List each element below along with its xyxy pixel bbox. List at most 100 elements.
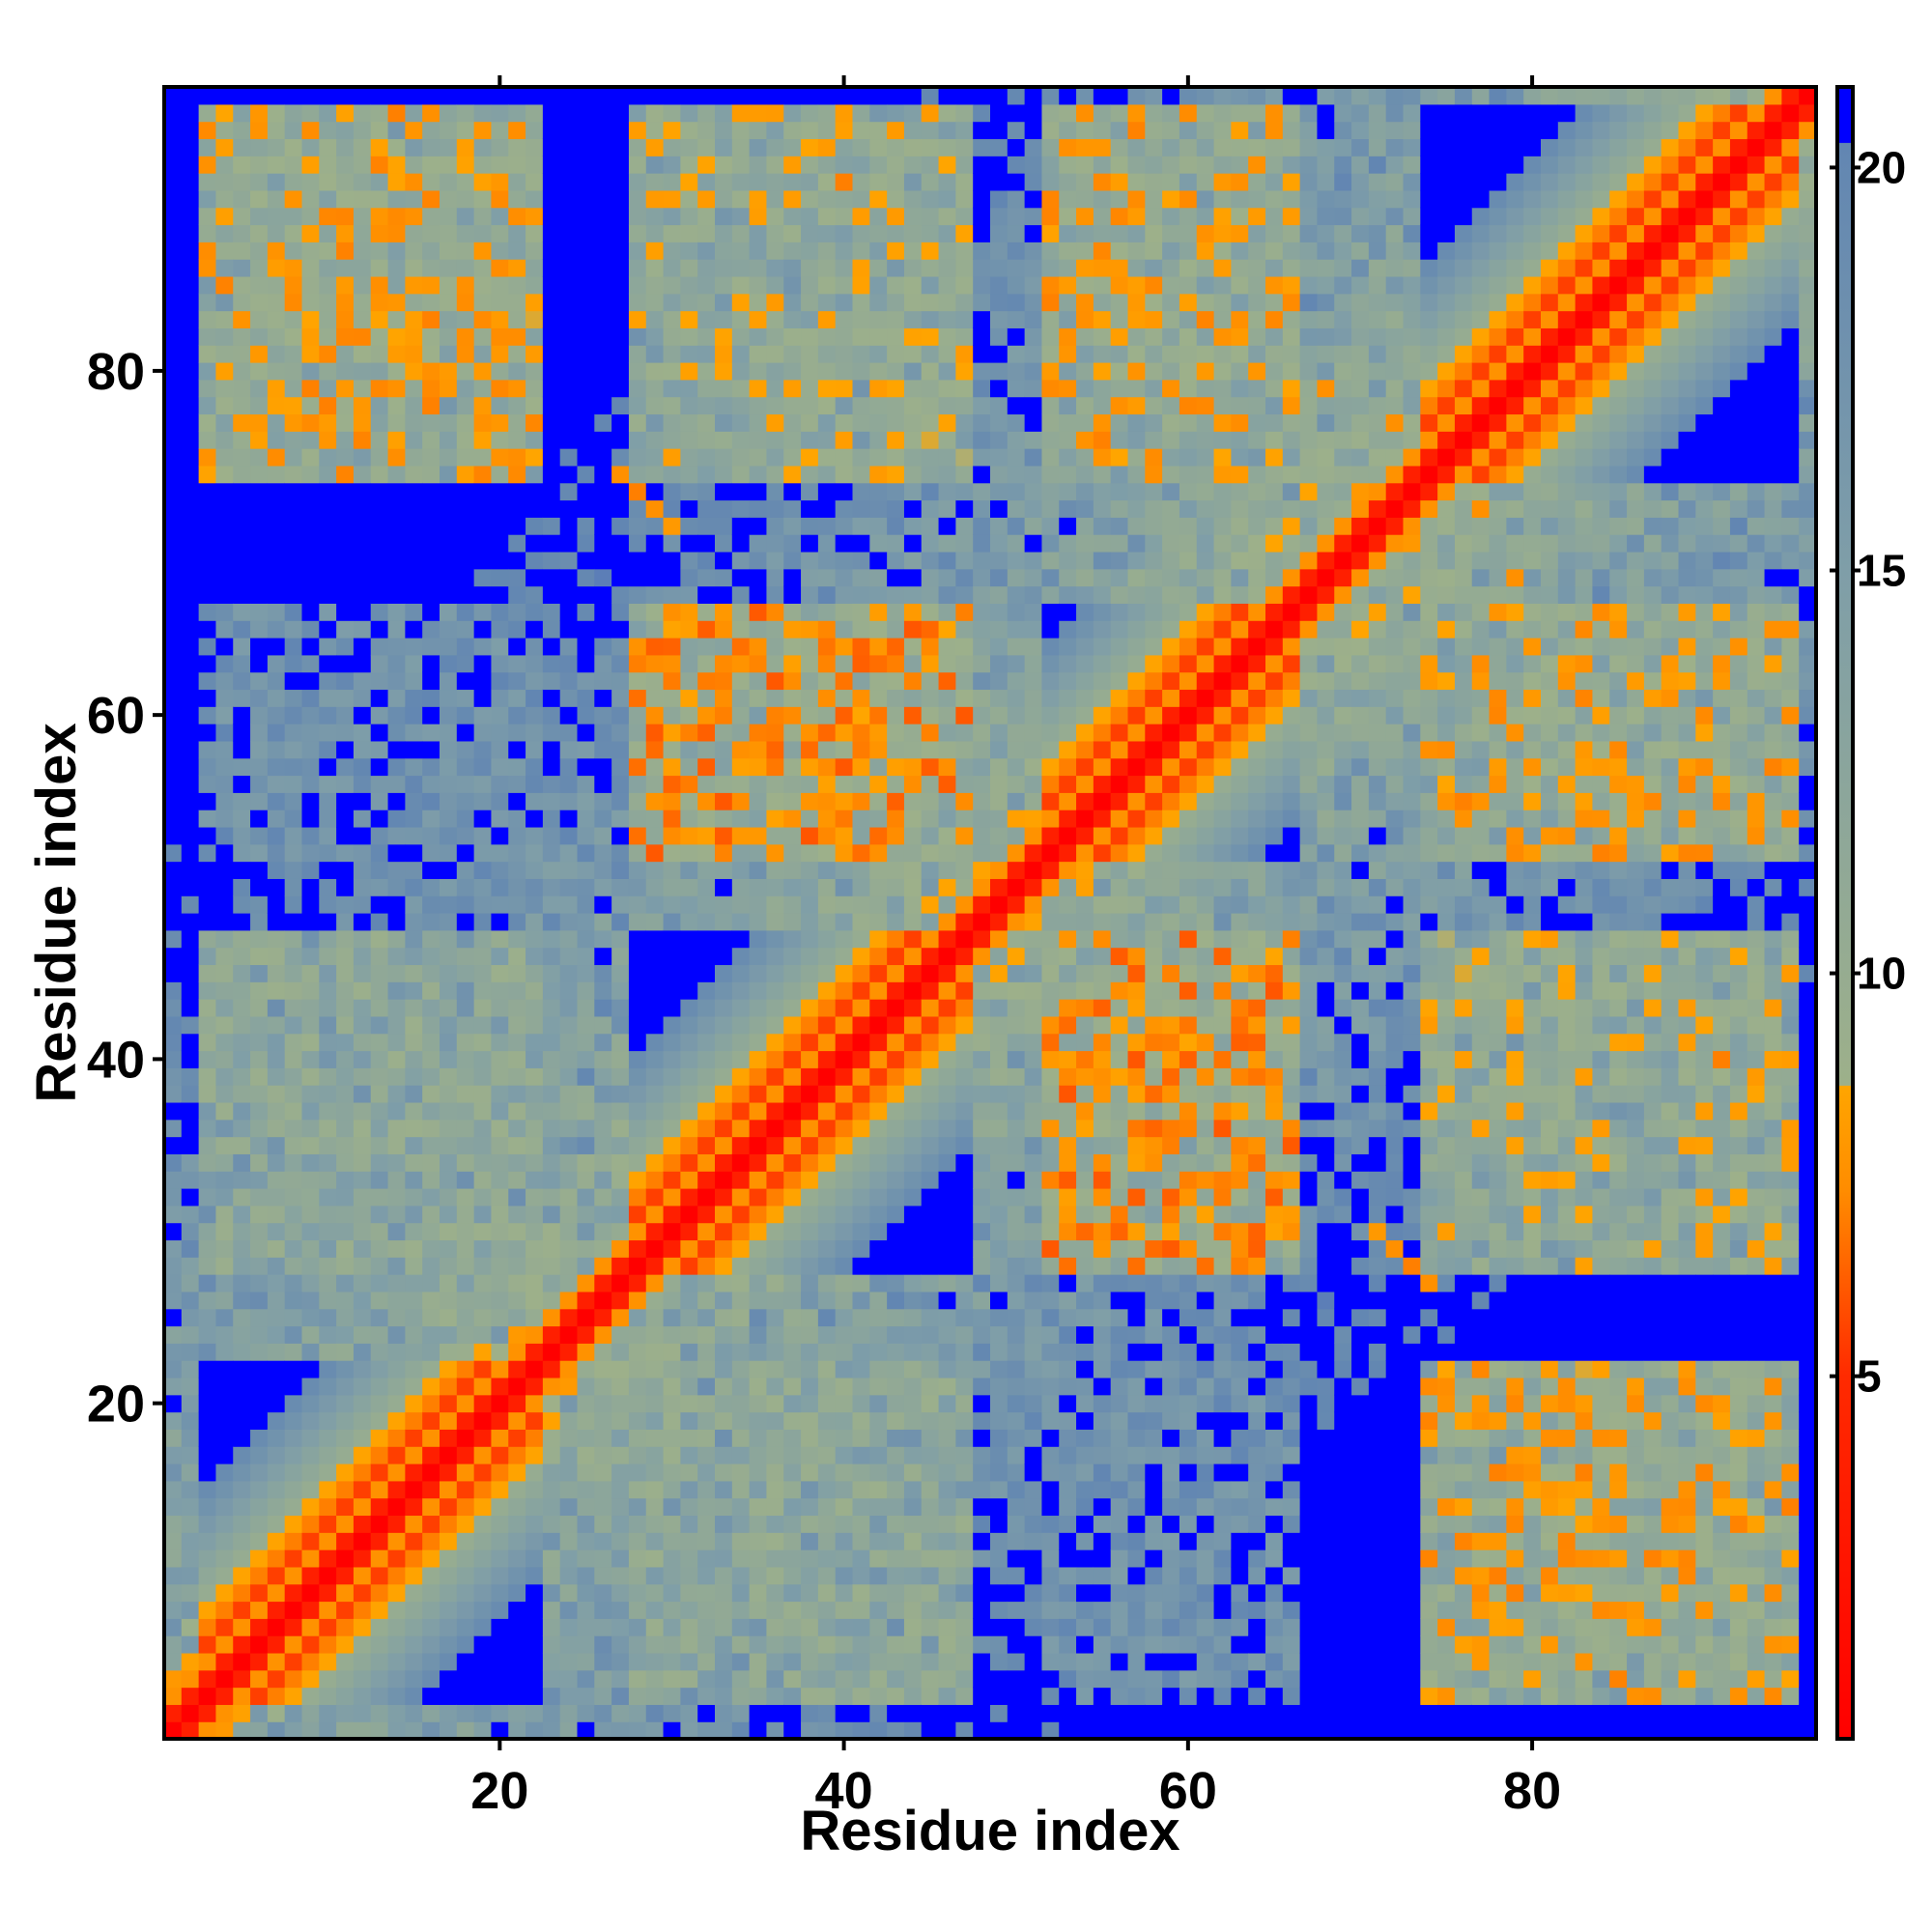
heatmap-cell (250, 913, 269, 931)
heatmap-cell (955, 929, 974, 949)
heatmap-cell (955, 775, 974, 793)
heatmap-cell (938, 1153, 956, 1172)
heatmap-cell (955, 1480, 974, 1499)
heatmap-cell (473, 275, 493, 295)
heatmap-cell (835, 1291, 854, 1310)
heatmap-cell (250, 724, 269, 742)
heatmap-cell (319, 448, 337, 467)
heatmap-cell (1041, 1119, 1060, 1138)
heatmap-cell (440, 1222, 458, 1241)
heatmap-cell (611, 1085, 630, 1103)
heatmap-cell (766, 1188, 784, 1207)
heatmap-cell (938, 1239, 956, 1258)
heatmap-cell (611, 1583, 630, 1603)
heatmap-cell (715, 1480, 733, 1499)
heatmap-cell (405, 173, 423, 191)
heatmap-cell (1041, 1635, 1060, 1654)
heatmap-cell (749, 275, 768, 295)
heatmap-cell (473, 964, 493, 982)
heatmap-cell (955, 103, 974, 123)
heatmap-cell (526, 810, 544, 828)
heatmap-cell (852, 706, 870, 724)
heatmap-cell (577, 138, 595, 156)
heatmap-cell (938, 1343, 956, 1361)
heatmap-cell (611, 207, 630, 226)
heatmap-cell (301, 775, 320, 793)
heatmap-cell (1024, 1463, 1043, 1482)
heatmap-cell (663, 1394, 681, 1413)
heatmap-cell (1007, 413, 1026, 432)
heatmap-cell (783, 792, 802, 810)
heatmap-cell (594, 826, 612, 845)
heatmap-cell (526, 1308, 544, 1327)
heatmap-cell (370, 259, 389, 277)
heatmap-cell (680, 1704, 698, 1722)
heatmap-cell (319, 1050, 337, 1068)
heatmap-cell (491, 913, 509, 931)
heatmap-cell (405, 207, 423, 226)
heatmap-cell (783, 689, 802, 707)
heatmap-cell (817, 585, 837, 604)
heatmap-cell (336, 568, 355, 587)
heatmap-cell (215, 1325, 234, 1344)
heatmap-cell (697, 310, 716, 328)
heatmap-cell (353, 1222, 372, 1241)
heatmap-cell (491, 465, 509, 484)
heatmap-cell (817, 1497, 837, 1517)
heatmap-cell (473, 861, 493, 879)
heatmap-cell (370, 638, 389, 656)
heatmap-cell (766, 345, 784, 363)
heatmap-cell (422, 1721, 440, 1740)
heatmap-cell (817, 947, 837, 966)
heatmap-cell (749, 1119, 768, 1138)
heatmap-cell (663, 1325, 681, 1344)
heatmap-cell (284, 1704, 303, 1722)
heatmap-cell (559, 1583, 579, 1603)
heatmap-cell (903, 861, 923, 879)
heatmap-cell (1007, 1497, 1026, 1517)
heatmap-cell (491, 499, 509, 518)
heatmap-cell (783, 156, 802, 174)
heatmap-cell (801, 1188, 819, 1207)
heatmap-cell (869, 1618, 888, 1636)
heatmap-cell (1007, 895, 1026, 914)
heatmap-cell (250, 843, 269, 863)
heatmap-cell (577, 1325, 595, 1344)
heatmap-cell (456, 999, 475, 1017)
heatmap-cell (835, 431, 854, 449)
heatmap-cell (955, 293, 974, 312)
heatmap-cell (817, 1050, 837, 1068)
heatmap-cell (955, 448, 974, 467)
heatmap-cell (680, 1394, 698, 1413)
heatmap-cell (1024, 1067, 1043, 1086)
heatmap-cell (370, 345, 389, 363)
heatmap-cell (938, 293, 956, 312)
heatmap-cell (542, 1549, 561, 1568)
heatmap-cell (783, 534, 802, 553)
heatmap-cell (353, 1257, 372, 1275)
heatmap-cell (801, 740, 819, 759)
heatmap-cell (422, 465, 440, 484)
heatmap-cell (973, 1618, 991, 1636)
heatmap-cell (887, 413, 905, 432)
heatmap-cell (198, 138, 217, 156)
heatmap-cell (645, 1239, 665, 1258)
heatmap-cell (250, 1618, 269, 1636)
heatmap-cell (284, 1463, 303, 1482)
heatmap-cell (1041, 603, 1060, 621)
heatmap-cell (336, 638, 355, 656)
heatmap-cell (491, 1721, 509, 1740)
heatmap-cell (422, 1222, 440, 1241)
heatmap-cell (715, 534, 733, 553)
heatmap-cell (577, 1239, 595, 1258)
heatmap-cell (628, 448, 647, 467)
heatmap-cell (973, 1239, 991, 1258)
heatmap-cell (250, 1652, 269, 1671)
heatmap-cell (611, 499, 630, 518)
heatmap-cell (1041, 810, 1060, 828)
heatmap-cell (164, 275, 183, 295)
heatmap-cell (1024, 878, 1043, 896)
heatmap-cell (164, 431, 183, 449)
heatmap-cell (887, 1566, 905, 1585)
heatmap-cell (663, 465, 681, 484)
